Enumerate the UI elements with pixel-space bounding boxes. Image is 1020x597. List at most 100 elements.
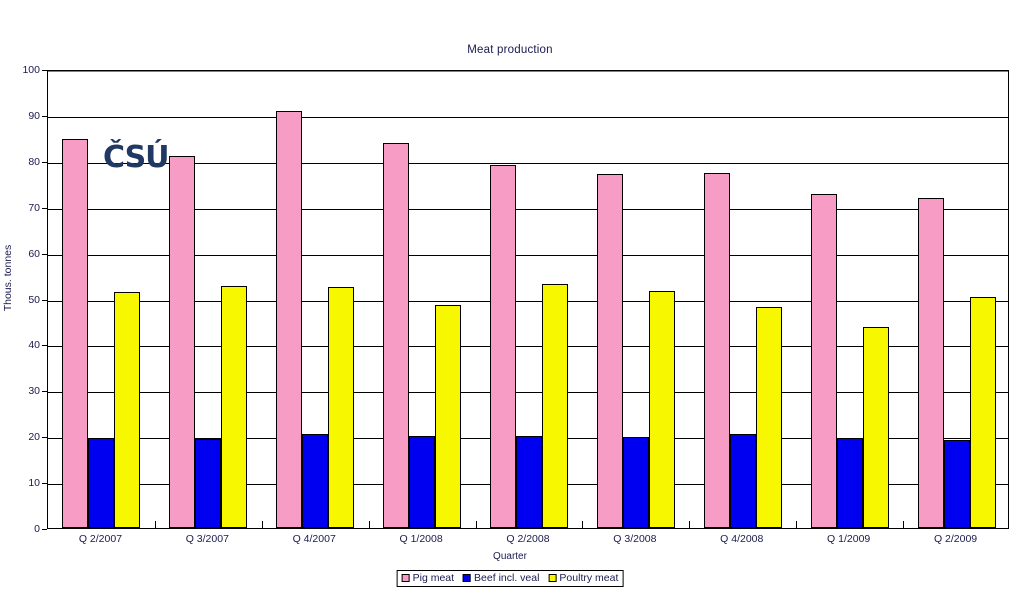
bar-poultry-meat	[969, 296, 996, 528]
bar-group	[48, 71, 1008, 528]
gridline	[48, 117, 1008, 118]
bar-group	[48, 71, 1008, 528]
x-axis-group-separator	[262, 521, 263, 528]
bar-beef-incl-veal	[409, 436, 436, 528]
bar-poultry-meat	[221, 285, 248, 528]
x-axis-group-separator	[155, 521, 156, 528]
x-axis-tick-label: Q 2/2007	[78, 533, 123, 545]
x-axis-group-separator	[476, 521, 477, 528]
bar-group	[48, 71, 1008, 528]
gridline	[48, 71, 1008, 72]
bar-group	[48, 71, 1008, 528]
bar-poultry-meat	[755, 307, 782, 528]
bar-pig-meat	[917, 197, 944, 528]
legend-label: Beef incl. veal	[474, 572, 540, 584]
bar-pig-meat	[810, 193, 837, 528]
x-axis-tick-label: Q 4/2007	[292, 533, 336, 545]
y-axis-tick-mark	[42, 254, 47, 255]
bar-beef-incl-veal	[622, 436, 649, 528]
x-axis-tick-label: Q 1/2008	[399, 533, 443, 545]
bar-pig-meat	[490, 165, 516, 528]
y-axis-tick-mark	[42, 437, 47, 438]
y-axis-tick-mark	[42, 345, 47, 346]
x-axis-tick-label: Q 4/2008	[720, 533, 764, 545]
y-axis-tick-label: 70	[28, 201, 40, 214]
x-axis-group-separator	[369, 521, 370, 528]
x-axis-group-separator	[689, 521, 690, 528]
chart-title: Meat production	[467, 44, 553, 56]
bar-poultry-meat	[648, 290, 675, 528]
x-axis-tick-label: Q 2/2008	[506, 533, 550, 545]
plot-area: ČSÚ	[47, 70, 1009, 529]
bar-group	[48, 71, 1008, 528]
legend-item: Poultry meat	[548, 572, 618, 584]
x-axis: Q 2/2007 Q 3/2007 Q 4/2007 Q 1/2008 Q 2/2008…	[47, 533, 1009, 549]
y-axis-tick-label: 100	[22, 64, 40, 76]
legend-label: Pig meat	[412, 572, 455, 584]
y-axis-tick-label: 30	[28, 385, 40, 398]
bar-group	[48, 71, 1008, 528]
x-axis-title: Quarter	[493, 551, 527, 562]
bar-pig-meat	[276, 111, 303, 528]
x-axis-tick-label: Q 3/2007	[185, 533, 229, 545]
bar-beef-incl-veal	[943, 440, 970, 528]
y-axis-title: Thous. tonnes	[2, 244, 14, 312]
bar-beef-incl-veal	[729, 434, 756, 528]
gridline	[48, 255, 1008, 256]
bar-poultry-meat	[114, 291, 141, 528]
bar-group	[48, 71, 1008, 528]
y-axis-tick-label: 90	[28, 109, 40, 122]
x-axis-group-separator	[582, 521, 583, 528]
y-axis-tick-mark	[42, 70, 47, 71]
bar-beef-incl-veal	[195, 438, 222, 528]
chart-legend: Pig meat Beef incl. veal Poultry meat	[396, 570, 624, 587]
y-axis-tick-mark	[42, 208, 47, 209]
x-axis-tick-label: Q 2/2009	[933, 533, 978, 545]
bar-beef-incl-veal	[88, 437, 115, 528]
gridline	[48, 392, 1008, 393]
bar-beef-incl-veal	[836, 438, 863, 528]
csu-logo: ČSÚ	[103, 140, 170, 175]
bar-beef-incl-veal	[302, 434, 329, 528]
y-axis-tick-label: 60	[28, 247, 40, 260]
bar-poultry-meat	[328, 286, 355, 528]
legend-swatch-icon	[548, 574, 557, 582]
bar-pig-meat	[596, 174, 623, 528]
y-axis-tick-label: 10	[28, 477, 40, 490]
bars-layer	[48, 71, 1008, 528]
bar-pig-meat	[169, 156, 196, 528]
legend-item: Beef incl. veal	[463, 572, 539, 584]
bar-beef-incl-veal	[516, 436, 542, 528]
x-axis-tick-label: Q 3/2008	[613, 533, 657, 545]
legend-swatch-icon	[463, 574, 472, 582]
gridline	[48, 301, 1008, 302]
y-axis-tick-mark	[42, 300, 47, 301]
bar-pig-meat	[703, 173, 730, 528]
legend-label: Poultry meat	[559, 572, 619, 584]
y-axis-tick-label: 50	[28, 293, 40, 306]
bar-poultry-meat	[542, 283, 568, 528]
bar-pig-meat	[62, 139, 89, 528]
y-axis-tick-mark	[42, 162, 47, 163]
x-axis-tick-label: Q 1/2009	[827, 533, 871, 545]
y-axis-tick-mark	[42, 391, 47, 392]
x-axis-group-separator	[796, 521, 797, 528]
legend-item: Pig meat	[401, 572, 455, 584]
gridline	[48, 209, 1008, 210]
bar-pig-meat	[383, 143, 410, 528]
y-axis-tick-mark	[42, 116, 47, 117]
x-axis-group-separator	[903, 521, 904, 528]
bar-group	[48, 71, 1008, 528]
bar-poultry-meat	[435, 304, 462, 528]
gridline	[48, 346, 1008, 347]
y-axis-tick-label: 80	[28, 155, 40, 168]
legend-swatch-icon	[401, 574, 410, 582]
bar-group	[48, 71, 1008, 528]
y-axis-tick-label: 40	[28, 339, 40, 352]
y-axis-tick-label: 20	[28, 431, 40, 444]
gridline	[48, 163, 1008, 164]
y-axis-tick-mark	[42, 483, 47, 484]
bar-poultry-meat	[862, 327, 889, 528]
y-axis-tick-mark	[42, 529, 47, 530]
